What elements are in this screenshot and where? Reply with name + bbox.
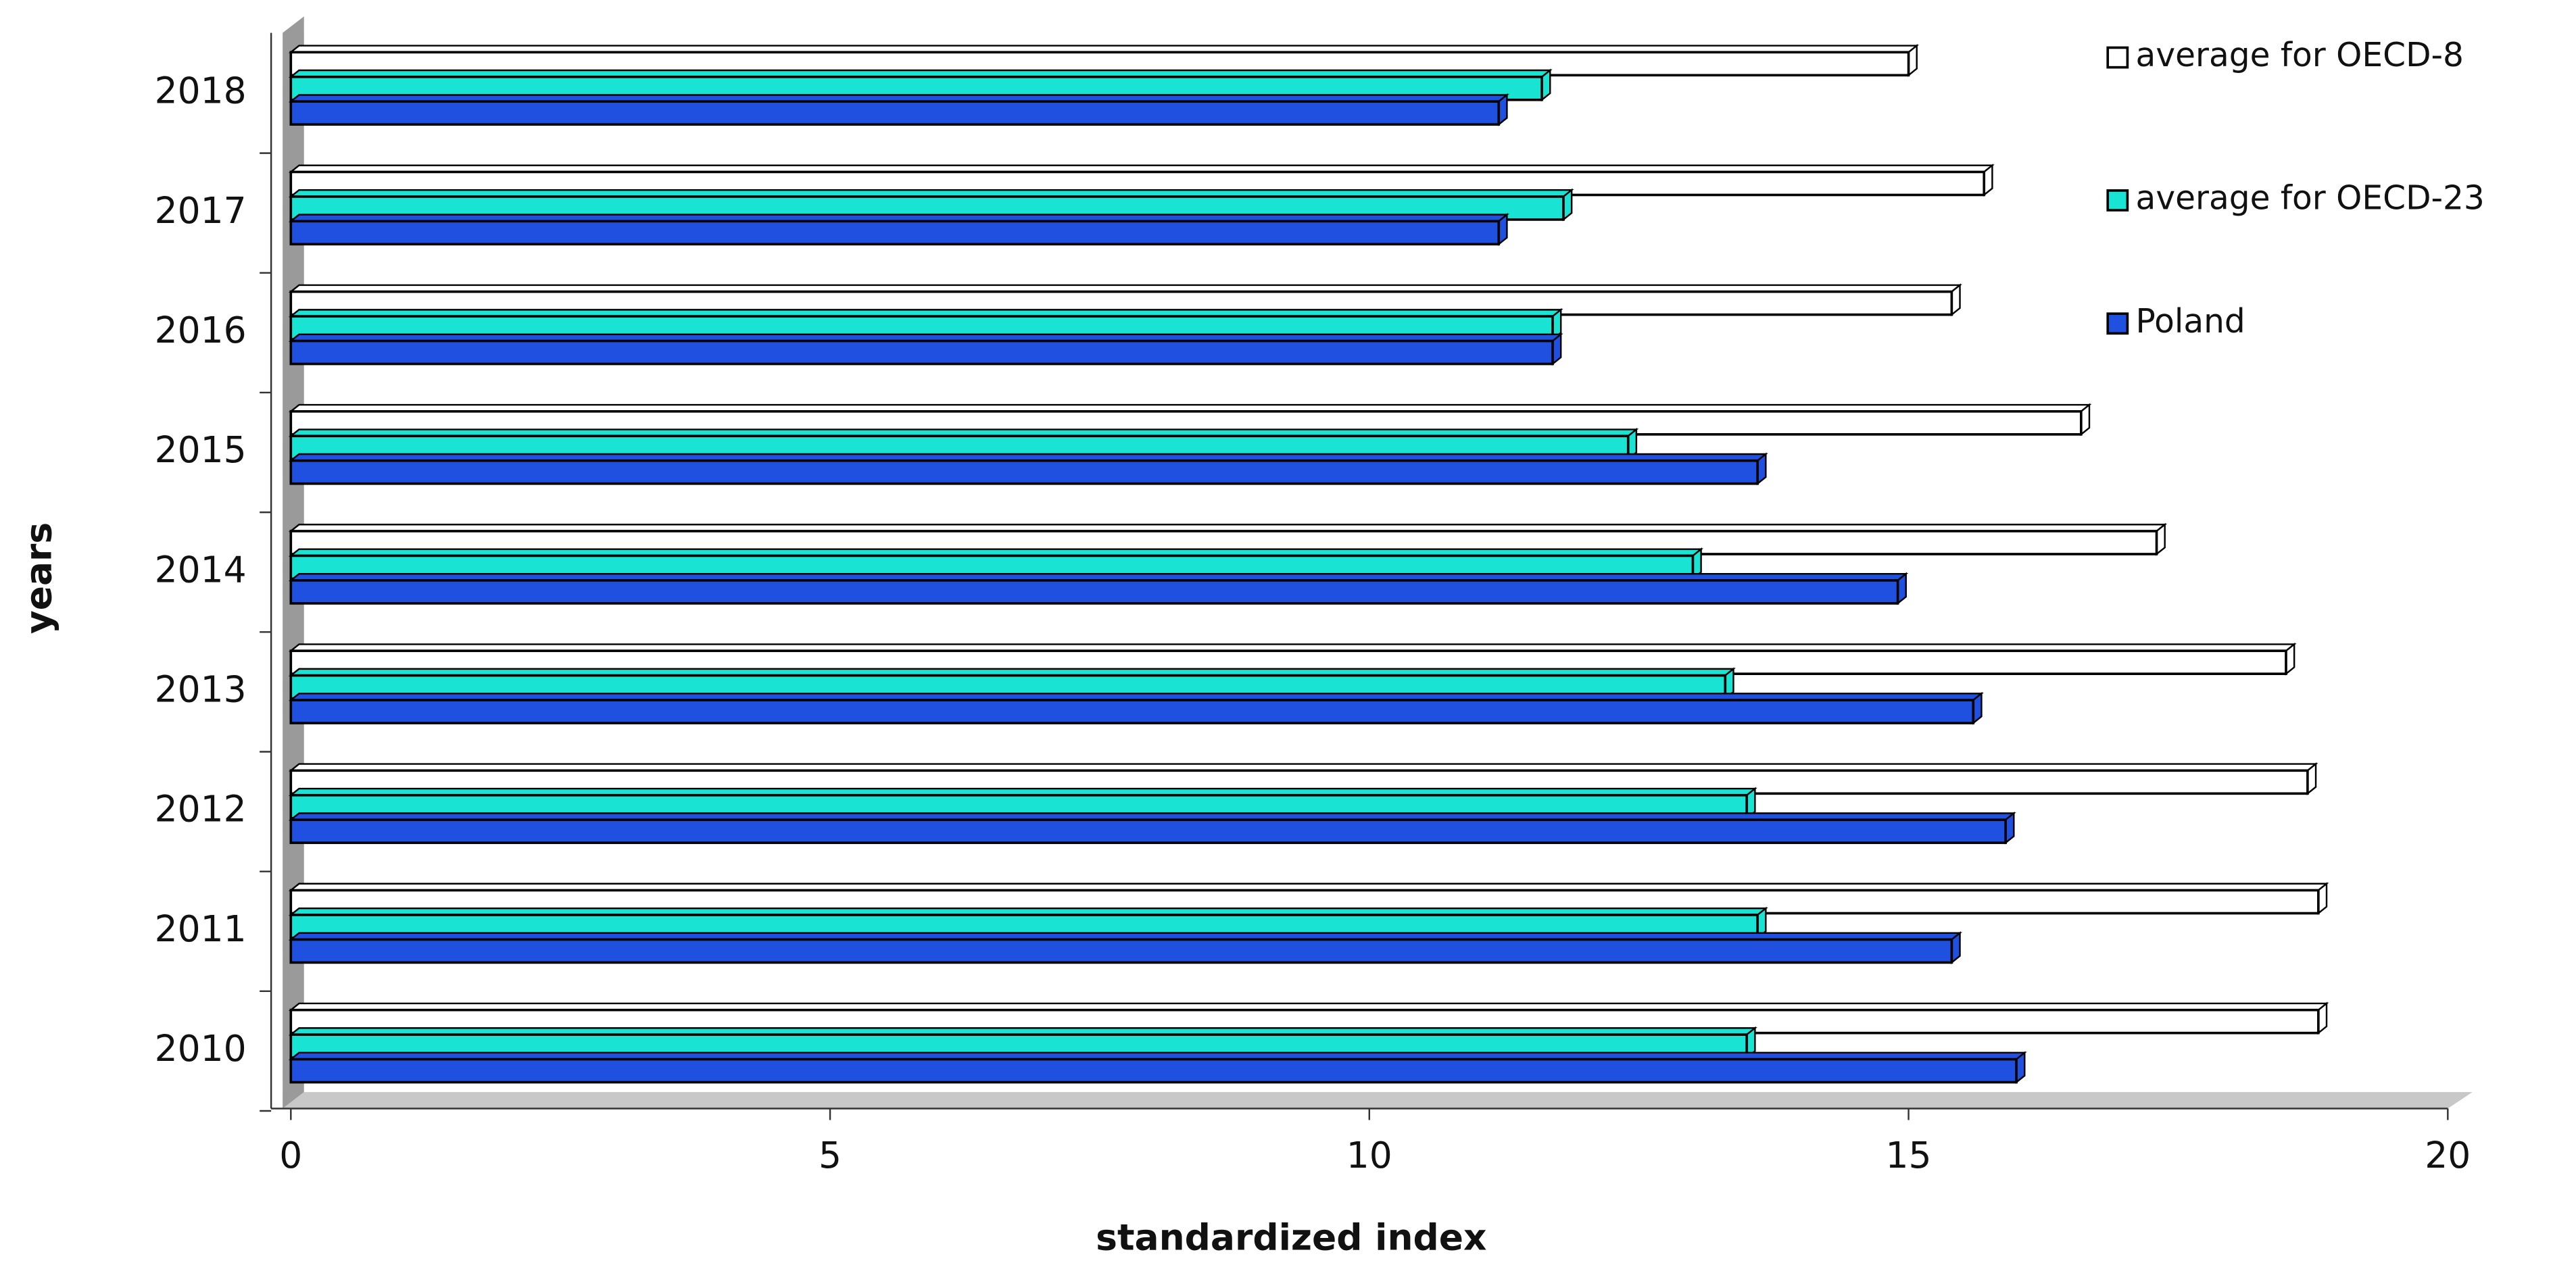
y-tick-label: 2013 <box>155 668 247 711</box>
bar <box>289 459 1759 485</box>
floor <box>283 1092 2473 1109</box>
legend-label: average for OECD-23 <box>2136 180 2485 218</box>
y-tick-label: 2010 <box>155 1027 247 1070</box>
bar <box>289 100 1501 126</box>
bar <box>289 818 2007 845</box>
x-tick-label: 0 <box>279 1134 302 1176</box>
legend-swatch <box>2106 312 2129 335</box>
bar <box>289 339 1554 366</box>
x-axis-title: standardized index <box>1096 1216 1486 1259</box>
legend-swatch <box>2106 189 2129 212</box>
y-tick-label: 2011 <box>155 908 247 950</box>
legend-label: average for OECD-8 <box>2136 36 2464 74</box>
x-tick-label: 10 <box>1346 1134 1392 1176</box>
y-tick-label: 2017 <box>155 189 247 232</box>
bar <box>289 938 1953 964</box>
legend-swatch <box>2106 46 2129 69</box>
x-tick-label: 20 <box>2425 1134 2471 1176</box>
bar <box>289 1058 2018 1084</box>
y-tick-label: 2015 <box>155 428 247 471</box>
x-tick-label: 15 <box>1886 1134 1932 1176</box>
y-tick-label: 2014 <box>155 548 247 591</box>
y-axis-title: years <box>18 522 60 634</box>
y-tick-label: 2012 <box>155 788 247 830</box>
legend-label: Poland <box>2136 303 2245 341</box>
bar <box>289 699 1975 724</box>
y-tick-label: 2018 <box>155 70 247 112</box>
bar <box>289 579 1899 605</box>
bar <box>289 220 1501 246</box>
x-tick-label: 5 <box>819 1134 842 1176</box>
y-tick-label: 2016 <box>155 309 247 351</box>
